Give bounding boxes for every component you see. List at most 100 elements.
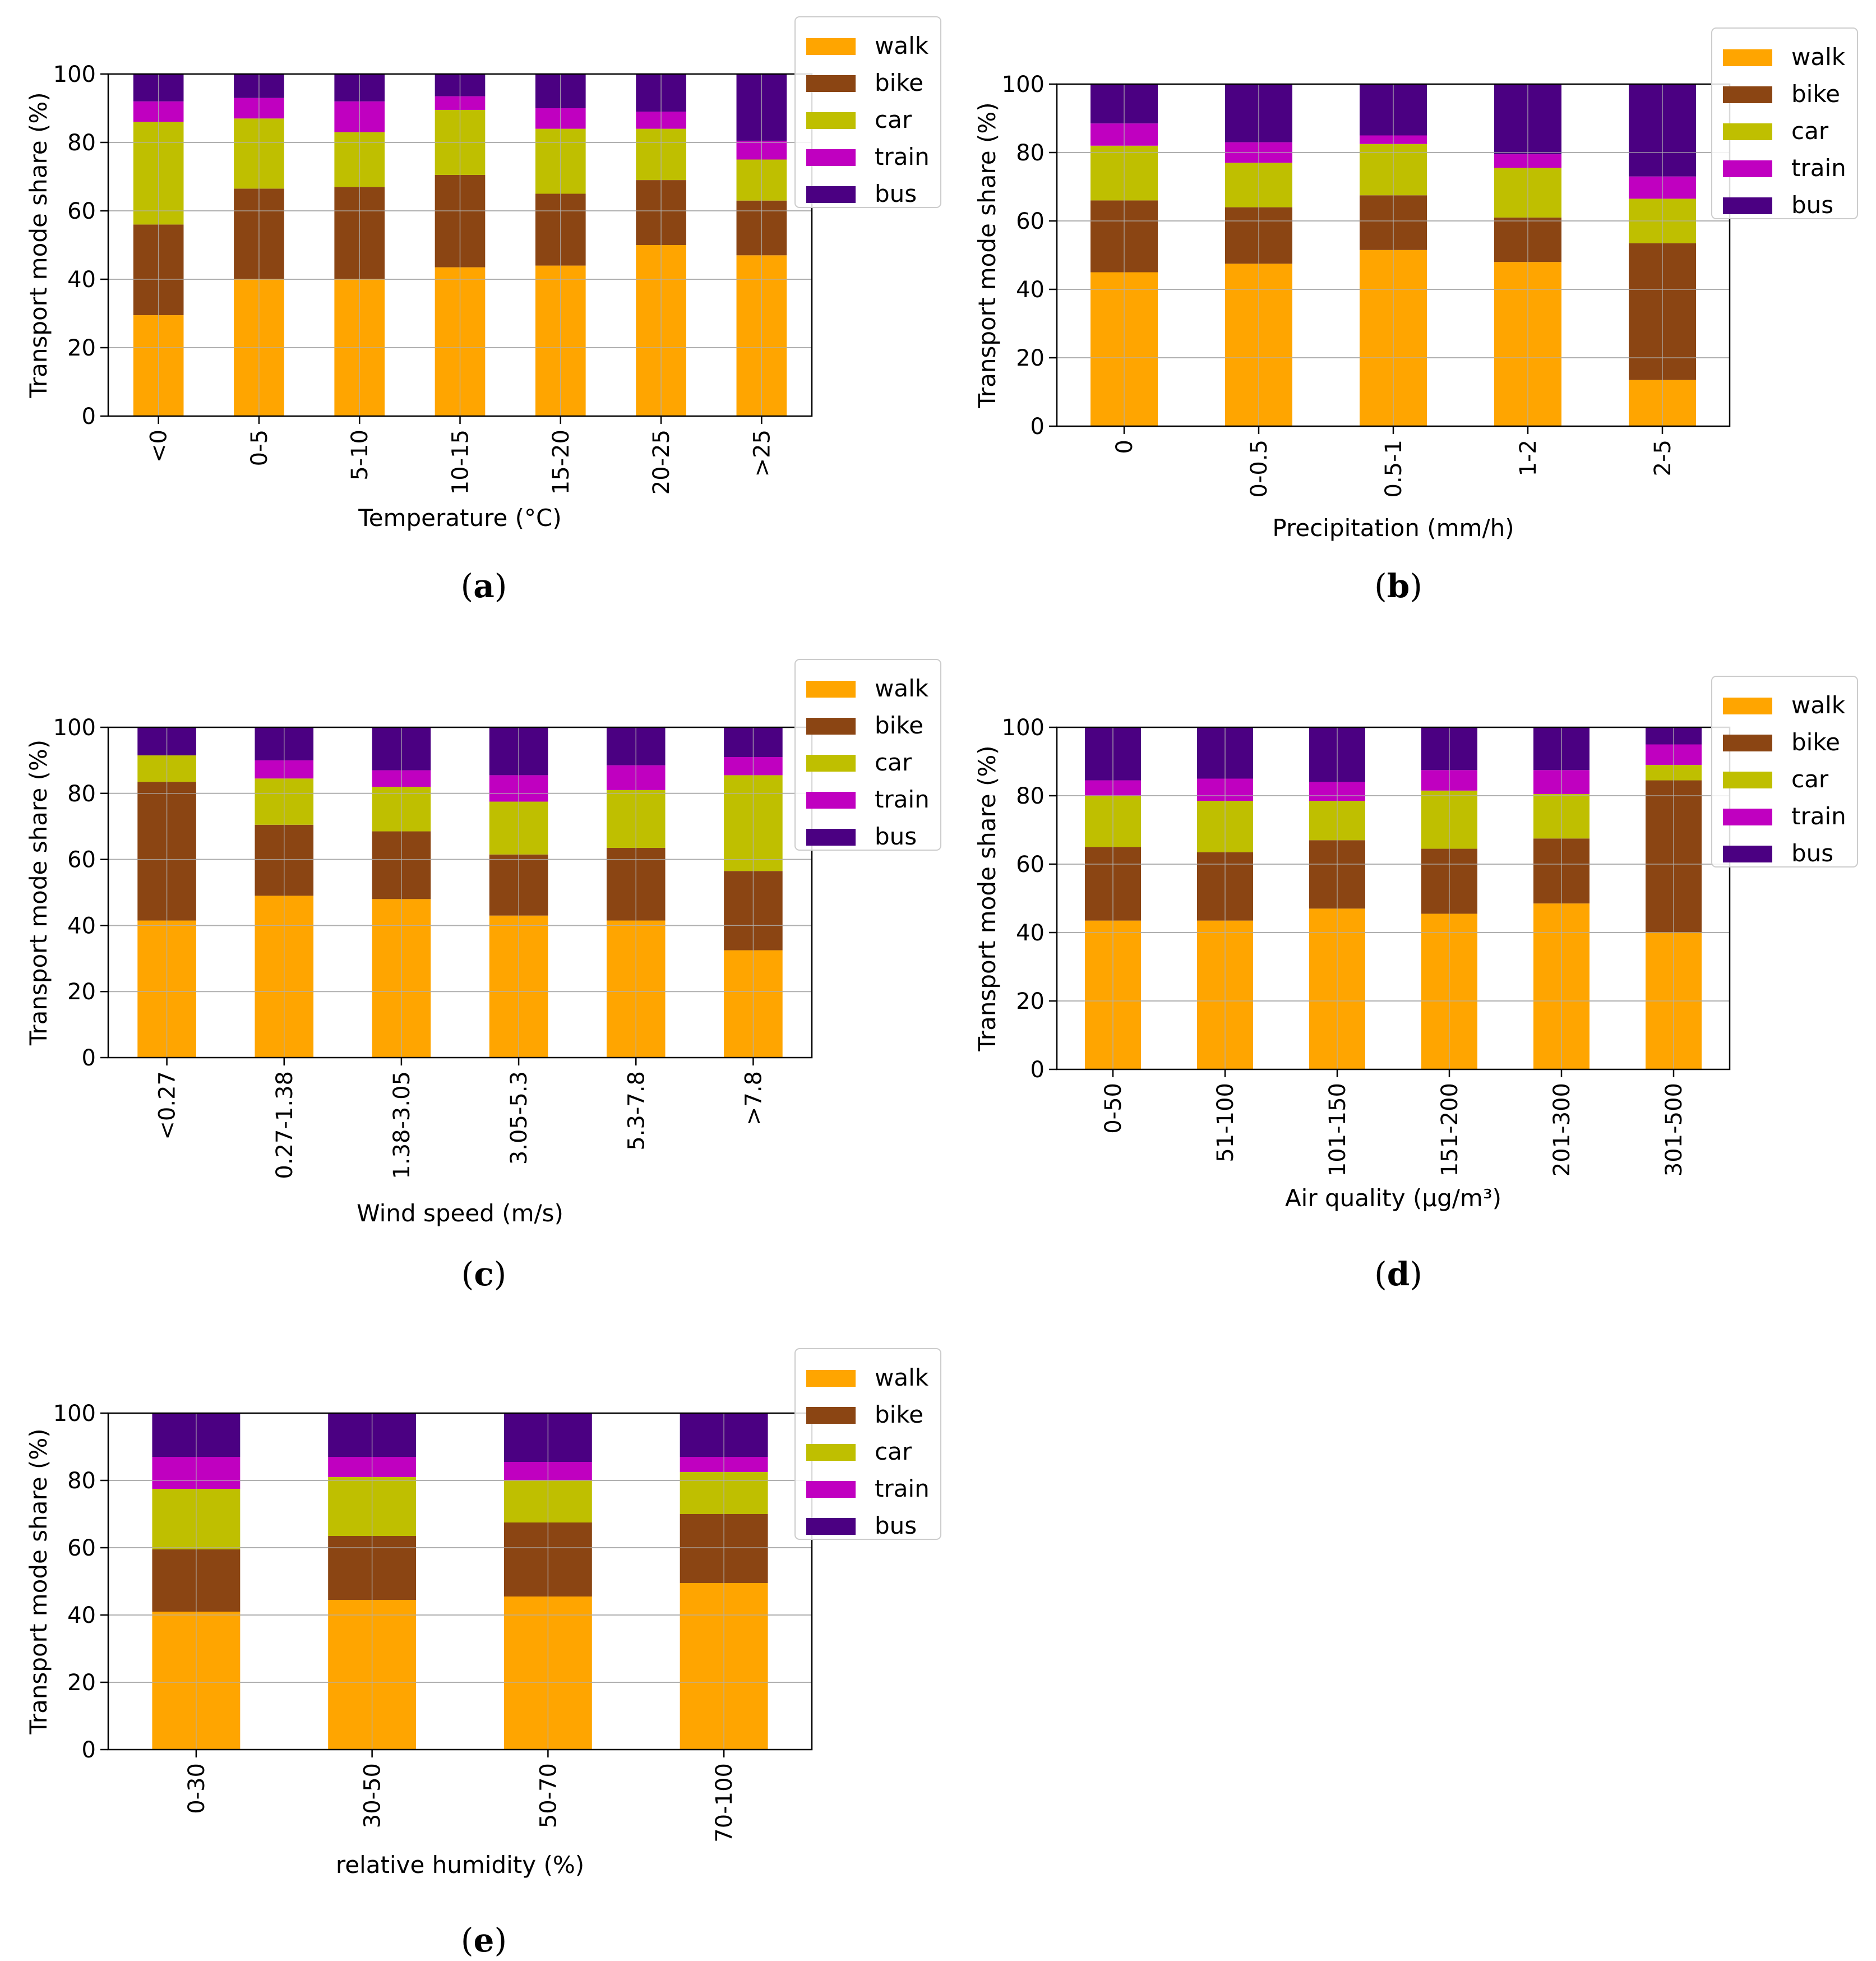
legend-label-train: train: [1791, 154, 1846, 182]
y-tick-label: 0: [1031, 414, 1045, 440]
x-tick-label: 151-200: [1437, 1083, 1463, 1176]
y-axis-label: Transport mode share (%): [973, 102, 1001, 408]
legend: walk bike car train bus: [794, 1348, 941, 1540]
legend: walk bike car train bus: [1711, 676, 1858, 868]
legend-swatch-car: [1723, 123, 1772, 140]
chart-panel-d: 0 20 40 60 80 100 0-50 51-100 101-150 151-200 201-…: [973, 676, 1858, 1293]
axes-frame: [107, 73, 813, 417]
y-tick-label: 0: [82, 1045, 96, 1071]
x-tick-label: 20-25: [649, 430, 674, 495]
axes-frame: [1056, 726, 1731, 1071]
axes-frame: [107, 1412, 813, 1751]
y-tick-label: 20: [67, 335, 96, 361]
y-tick-label: 60: [67, 1535, 96, 1561]
legend-label-bus: bus: [1791, 191, 1833, 219]
legend-label-bike: bike: [1791, 728, 1840, 756]
legend-swatch-train: [1723, 809, 1772, 825]
panel-caption-a: (a): [461, 567, 507, 605]
y-tick-label: 20: [1016, 989, 1045, 1014]
legend-swatch-car: [806, 755, 856, 772]
legend-swatch-car: [806, 112, 856, 129]
y-tick-label: 100: [1002, 72, 1045, 98]
y-tick-label: 60: [1016, 209, 1045, 234]
legend-swatch-walk: [1723, 698, 1772, 714]
x-axis-label: Wind speed (m/s): [357, 1199, 563, 1227]
y-tick-label: 80: [1016, 783, 1045, 809]
legend-swatch-car: [1723, 772, 1772, 788]
legend-swatch-car: [806, 1444, 856, 1461]
y-tick-label: 40: [1016, 277, 1045, 303]
legend-swatch-train: [806, 149, 856, 166]
x-tick-label: 0.27-1.38: [272, 1071, 298, 1179]
legend-swatch-walk: [806, 1370, 856, 1387]
x-axis-label: Air quality (μg/m³): [1285, 1184, 1501, 1212]
legend-label-car: car: [1791, 117, 1829, 145]
legend-swatch-bike: [1723, 735, 1772, 751]
x-tick-label: 5-10: [347, 430, 373, 481]
y-axis-label: Transport mode share (%): [973, 745, 1001, 1051]
axes-frame: [107, 726, 813, 1059]
x-tick-label: >7.8: [741, 1071, 766, 1125]
y-tick-label: 40: [67, 267, 96, 293]
legend-label-bike: bike: [875, 1401, 923, 1428]
x-tick-label: 70-100: [711, 1763, 737, 1843]
legend: walk bike car train bus: [794, 659, 941, 851]
y-tick-label: 80: [1016, 140, 1045, 166]
legend-label-car: car: [875, 749, 912, 776]
x-tick-label: 51-100: [1213, 1083, 1239, 1162]
legend-swatch-walk: [806, 38, 856, 55]
legend-swatch-walk: [1723, 49, 1772, 66]
plot-area: [1057, 727, 1730, 1069]
y-tick-label: 20: [67, 979, 96, 1005]
x-tick-label: 3.05-5.3: [506, 1071, 532, 1165]
legend-label-walk: walk: [875, 1364, 929, 1391]
legend-swatch-bike: [806, 75, 856, 92]
legend-swatch-bus: [806, 186, 856, 203]
chart-panel-a: 0 20 40 60 80 100 <0 0-5 5-10 10-15 15-20 20-25 >25 T…: [25, 16, 941, 605]
y-tick-label: 20: [1016, 345, 1045, 371]
legend-label-bus: bus: [875, 823, 917, 850]
x-tick-label: 1.38-3.05: [389, 1071, 415, 1179]
y-tick-label: 80: [67, 1468, 96, 1494]
x-tick-label: 0-5: [247, 430, 272, 466]
chart-panel-b: 0 20 40 60 80 100 0 0-0.5 0.5-1 1-2 2-5 Precipitati…: [973, 27, 1858, 605]
legend-label-walk: walk: [875, 32, 929, 59]
y-tick-label: 0: [1031, 1057, 1045, 1083]
legend-label-bike: bike: [875, 69, 923, 96]
x-tick-label: 50-70: [535, 1763, 561, 1828]
legend-swatch-bike: [806, 1407, 856, 1424]
y-tick-label: 100: [53, 715, 96, 741]
chart-panel-c: 0 20 40 60 80 100 <0.27 0.27-1.38 1.38-3.05 3.05-…: [25, 659, 941, 1293]
legend-swatch-bus: [806, 1518, 856, 1535]
legend-label-bus: bus: [875, 1512, 917, 1539]
y-axis-label: Transport mode share (%): [25, 1428, 52, 1734]
x-tick-label: 5.3-7.8: [623, 1071, 649, 1151]
legend-swatch-walk: [806, 681, 856, 698]
legend-swatch-bike: [1723, 86, 1772, 103]
panel-caption-d: (d): [1374, 1255, 1422, 1293]
legend-label-train: train: [875, 143, 930, 170]
plot-area: [108, 727, 812, 1058]
x-tick-label: 201-300: [1549, 1083, 1575, 1176]
y-tick-label: 100: [53, 62, 96, 87]
legend-label-car: car: [875, 1438, 912, 1465]
legend-label-train: train: [875, 1475, 930, 1502]
legend-label-bike: bike: [1791, 80, 1840, 108]
panel-caption-b: (b): [1374, 567, 1422, 605]
y-tick-label: 0: [82, 1737, 96, 1763]
x-tick-label: 15-20: [548, 430, 574, 495]
legend-swatch-bike: [806, 718, 856, 735]
legend: walk bike car train bus: [1711, 27, 1858, 219]
y-tick-label: 20: [67, 1670, 96, 1696]
legend-label-walk: walk: [875, 675, 929, 702]
panel-caption-c: (c): [461, 1255, 507, 1293]
x-tick-label: 0: [1112, 440, 1138, 454]
y-axis-label: Transport mode share (%): [25, 740, 52, 1046]
legend-label-car: car: [875, 106, 912, 133]
legend-label-train: train: [875, 786, 930, 813]
panels: 0 20 40 60 80 100 <0 0-5 5-10 10-15 15-20 20-25 >25 T…: [25, 16, 1858, 1959]
x-tick-label: 101-150: [1325, 1083, 1351, 1176]
x-tick-label: 301-500: [1661, 1083, 1687, 1176]
x-tick-label: 2-5: [1650, 440, 1676, 476]
